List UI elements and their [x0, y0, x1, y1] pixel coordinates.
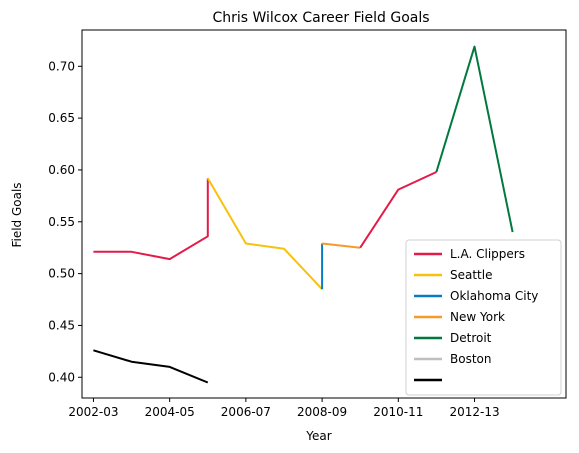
x-tick-label: 2006-07 [221, 405, 271, 419]
series-line-new-york [321, 242, 361, 249]
plot-frame [81, 29, 567, 399]
legend: L.A. Clippers Seattle Oklahoma City New Yor… [405, 239, 562, 396]
chart-title: Chris Wilcox Career Field Goals [212, 10, 429, 26]
y-tick-label: 0.60 [48, 163, 75, 177]
x-tick-label: 2008-09 [297, 405, 347, 419]
legend-label: L.A. Clippers [450, 247, 525, 261]
x-axis-label: Year [305, 429, 331, 443]
series-line-unlabeled [93, 349, 209, 384]
x-tick-label: 2010-11 [373, 405, 423, 419]
y-tick-label: 0.55 [48, 215, 75, 229]
x-tick-label: 2004-05 [145, 405, 195, 419]
legend-label: Boston [450, 352, 491, 366]
x-axis-ticks: 2002-03 2004-05 2006-07 2008-09 2010-11 2012-… [68, 398, 500, 419]
y-tick-label: 0.50 [48, 267, 75, 281]
series-line-l-a-clippers [359, 171, 437, 249]
y-axis-ticks: 0.40 0.45 0.50 0.55 0.60 0.65 0.70 [48, 59, 82, 384]
legend-label: Oklahoma City [450, 289, 538, 303]
y-tick-label: 0.65 [48, 111, 75, 125]
legend-label: Seattle [450, 268, 492, 282]
series-line-detroit [435, 45, 514, 233]
x-tick-label: 2012-13 [449, 405, 499, 419]
series-line-seattle [206, 177, 323, 290]
series-lines [93, 45, 514, 384]
x-tick-label: 2002-03 [68, 405, 118, 419]
y-axis-label: Field Goals [10, 182, 24, 247]
legend-label: Detroit [450, 331, 492, 345]
plot-area [81, 29, 567, 399]
y-tick-label: 0.40 [48, 370, 75, 384]
y-tick-label: 0.70 [48, 59, 75, 73]
legend-box [405, 239, 562, 396]
legend-label: New York [450, 310, 505, 324]
y-tick-label: 0.45 [48, 318, 75, 332]
series-line-l-a-clippers [93, 178, 209, 261]
